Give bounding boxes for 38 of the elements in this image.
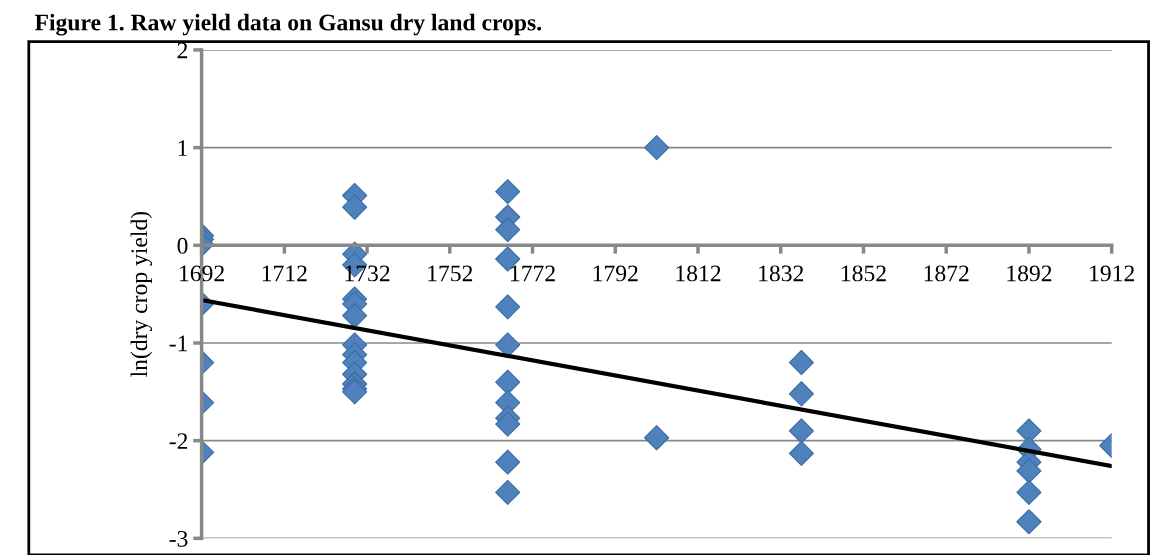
point: [495, 294, 521, 320]
point: [1016, 509, 1042, 535]
x-tick-label: 1732: [345, 265, 390, 282]
point: [788, 418, 815, 444]
x-tick-label: 1912: [1090, 265, 1134, 282]
point: [495, 449, 521, 475]
x-tick-label: 1712: [262, 265, 307, 282]
point: [495, 179, 521, 205]
y-tick-label: -2: [169, 433, 188, 449]
point: [342, 303, 368, 329]
x-tick-label: 1812: [676, 265, 721, 282]
point: [342, 194, 368, 220]
x-tick-label: 1832: [759, 265, 804, 282]
x-tick-label: 1872: [924, 265, 969, 282]
y-axis-title: ln(dry crop yield): [130, 211, 153, 377]
x-tick-label: 1692: [180, 265, 224, 282]
y-tick-label: 2: [177, 42, 188, 59]
y-tick-label: 1: [178, 140, 187, 156]
point: [644, 425, 670, 451]
point: [495, 411, 521, 437]
y-tick-label: 0: [177, 237, 188, 254]
point: [788, 381, 815, 407]
x-tick-label: 1852: [841, 265, 886, 282]
point: [495, 217, 521, 243]
y-tick-label: -1: [169, 335, 187, 352]
x-tick-label: 1772: [511, 265, 555, 282]
x-tick-label: 1892: [1007, 265, 1052, 282]
x-tick-label: 1792: [593, 265, 638, 282]
point: [1016, 479, 1042, 506]
x-tick-label: 1752: [428, 265, 473, 282]
point: [495, 479, 521, 506]
point: [1016, 458, 1042, 484]
point: [644, 135, 670, 161]
chart-title: Figure 1. Raw yield data on Gansu dry land crops.: [34, 13, 542, 36]
y-tick-label: -3: [169, 530, 188, 547]
point: [788, 349, 815, 376]
point: [495, 369, 521, 395]
point: [788, 440, 815, 466]
